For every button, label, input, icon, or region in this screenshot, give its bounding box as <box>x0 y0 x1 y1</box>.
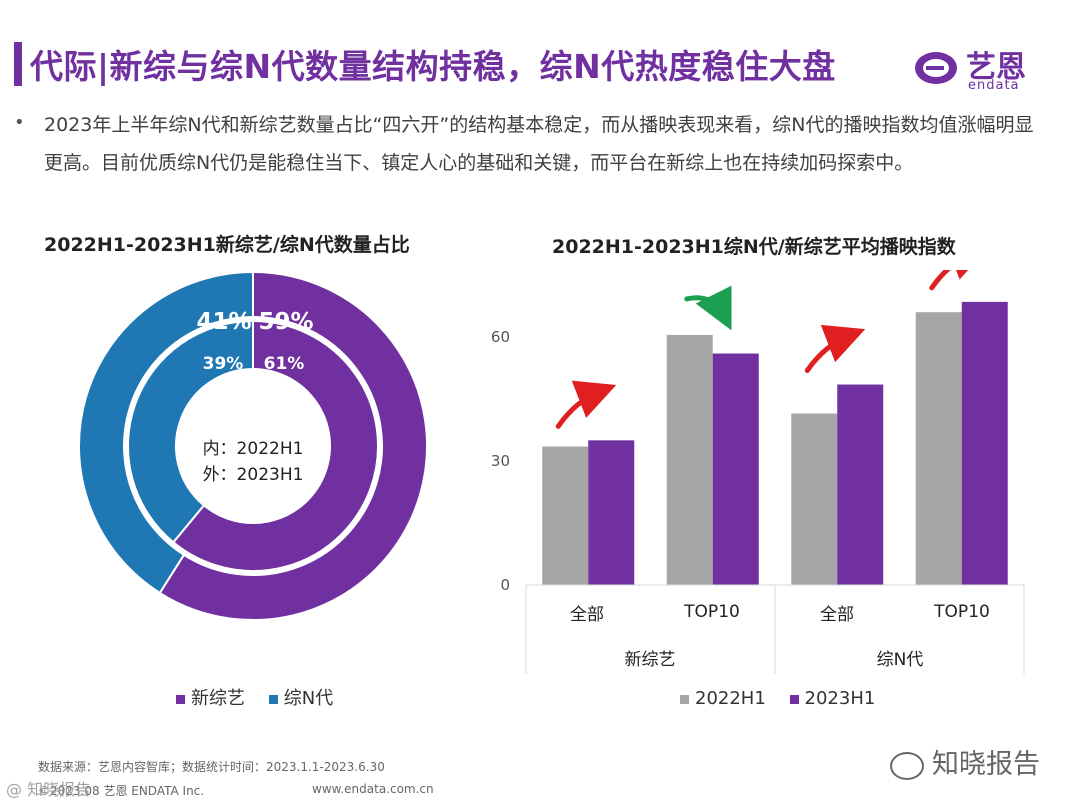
legend-label-sequel: 综N代 <box>283 688 334 709</box>
donut-label-2023H1-0: 59% <box>258 309 313 335</box>
legend-label-2023: 2023H1 <box>804 688 876 709</box>
y-tick-label: 60 <box>491 328 510 346</box>
data-source: 数据来源：艺恩内容智库；数据统计时间：2023.1.1-2023.6.30 <box>38 760 385 774</box>
legend-label-2022: 2022H1 <box>695 688 766 709</box>
donut-chart: 内：2022H1 外：2023H1 61% 39% 59% 41% <box>78 270 428 621</box>
title-accent-bar <box>14 42 22 86</box>
bar-2023H1-1 <box>712 353 759 585</box>
bar-2023H1-2 <box>837 384 884 585</box>
website-link[interactable]: www.endata.com.cn <box>312 782 434 796</box>
donut-slice-2022H1-0 <box>171 319 379 572</box>
summary-text: 2023年上半年综N代和新综艺数量占比“四六开”的结构基本稳定，而从播映表现来看… <box>44 114 1034 174</box>
endata-logo-icon <box>915 52 957 84</box>
donut-label-2023H1-1: 41% <box>196 309 251 335</box>
trend-arrow-up-icon <box>555 380 617 429</box>
donut-slice-2023H1-1 <box>78 270 254 595</box>
donut-slice-2022H1-1 <box>127 319 254 544</box>
logo-name: 艺恩 <box>966 50 1026 85</box>
x-tick-label: 全部 <box>820 605 854 625</box>
y-tick-label: 30 <box>491 452 510 470</box>
legend-swatch-2022 <box>680 694 689 704</box>
bar-legend: 2022H1 2023H1 <box>680 688 875 709</box>
bar-2022H1-3 <box>915 312 962 585</box>
corner-stamp: @ 知晓报告 <box>6 780 92 799</box>
endata-logo: 艺恩 endata <box>912 40 1052 98</box>
bar-2023H1-3 <box>961 301 1008 585</box>
x-tick-label: TOP10 <box>933 602 990 622</box>
bullet-dot: • <box>14 112 25 133</box>
watermark: 知晓报告 <box>890 742 1040 781</box>
x-group-label: 新综艺 <box>625 650 676 670</box>
donut-chart-title: 2022H1-2023H1新综艺/综N代数量占比 <box>44 234 410 256</box>
page-title: 代际|新综与综N代数量结构持稳，综N代热度稳住大盘 <box>30 47 836 86</box>
logo-sub: endata <box>968 78 1020 93</box>
legend-swatch-sequel <box>268 694 278 704</box>
bar-2022H1-0 <box>542 446 589 585</box>
bar-2022H1-2 <box>791 413 838 585</box>
donut-center-inner-label: 内：2022H1 <box>203 439 304 459</box>
donut-legend: 新综艺 综N代 <box>176 684 333 710</box>
watermark-text: 知晓报告 <box>932 749 1040 780</box>
trend-arrow-down-icon <box>684 285 732 331</box>
legend-label-new: 新综艺 <box>191 688 245 709</box>
legend-swatch-new <box>176 694 185 704</box>
y-tick-label: 0 <box>500 576 510 594</box>
x-group-label: 综N代 <box>877 650 924 670</box>
trend-arrow-up-icon <box>804 324 866 374</box>
donut-slice-2023H1-0 <box>158 270 428 621</box>
bar-2023H1-0 <box>588 440 635 585</box>
x-tick-label: TOP10 <box>683 602 740 622</box>
donut-label-2022H1-1: 39% <box>203 354 244 374</box>
bar-chart-title: 2022H1-2023H1综N代/新综艺平均播映指数 <box>552 236 956 258</box>
donut-label-2022H1-0: 61% <box>264 354 305 374</box>
bar-chart: 0 30 60 全部 TOP10 全部 TOP10 新综艺 综N代 <box>491 270 1025 674</box>
trend-arrow-up-icon <box>929 270 990 291</box>
bar-2022H1-1 <box>666 334 713 585</box>
wechat-icon <box>890 751 924 780</box>
legend-swatch-2023 <box>789 694 799 704</box>
donut-center-outer-label: 外：2023H1 <box>203 465 304 485</box>
x-tick-label: 全部 <box>570 605 604 625</box>
copyright: ©2023.08 艺恩 ENDATA Inc. <box>38 784 205 798</box>
